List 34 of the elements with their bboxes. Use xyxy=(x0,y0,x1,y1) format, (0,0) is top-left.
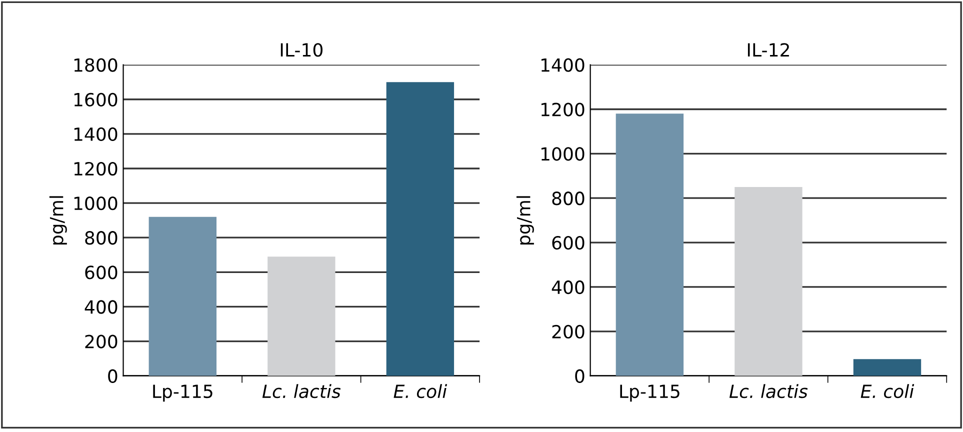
y-tick-label: 0 xyxy=(108,369,118,383)
y-tick-label: 600 xyxy=(85,266,118,280)
x-tick-label: Lp-115 xyxy=(620,384,680,402)
y-tick-label: 1200 xyxy=(541,102,584,116)
y-tick-label: 0 xyxy=(575,369,584,383)
x-tick-label: Lc. lactis xyxy=(729,384,808,398)
y-tick-label: 400 xyxy=(552,280,584,294)
bar xyxy=(853,359,922,376)
y-tick-label: 800 xyxy=(85,231,118,245)
y-tick-label: 1800 xyxy=(74,58,118,72)
x-tick-label: Lp-115 xyxy=(153,384,212,402)
x-tick-label: E. coli xyxy=(394,384,448,398)
y-tick-label: 1400 xyxy=(74,127,118,142)
bar xyxy=(734,186,802,376)
y-tick-label: 1600 xyxy=(74,92,118,106)
y-axis-title: pg/ml xyxy=(49,196,67,244)
y-tick-label: 800 xyxy=(552,192,584,206)
y-axis-title: pg/ml xyxy=(516,196,534,244)
x-tick-label: E. coli xyxy=(860,384,914,398)
y-tick-label: 600 xyxy=(552,236,584,250)
bar xyxy=(386,82,454,376)
y-tick-label: 1200 xyxy=(74,162,118,176)
chart-title: IL-10 xyxy=(280,43,322,57)
y-tick-label: 1400 xyxy=(541,58,584,72)
bar xyxy=(616,114,684,376)
y-tick-label: 400 xyxy=(84,300,118,314)
y-tick-label: 200 xyxy=(552,324,584,339)
bar xyxy=(148,216,216,376)
chart-title: IL-12 xyxy=(748,43,789,56)
y-tick-label: 200 xyxy=(85,334,118,348)
x-tick-label: Lc. lactis xyxy=(262,384,341,398)
y-tick-label: 1000 xyxy=(541,147,584,161)
bar xyxy=(268,256,336,376)
y-tick-label: 1000 xyxy=(74,196,118,210)
